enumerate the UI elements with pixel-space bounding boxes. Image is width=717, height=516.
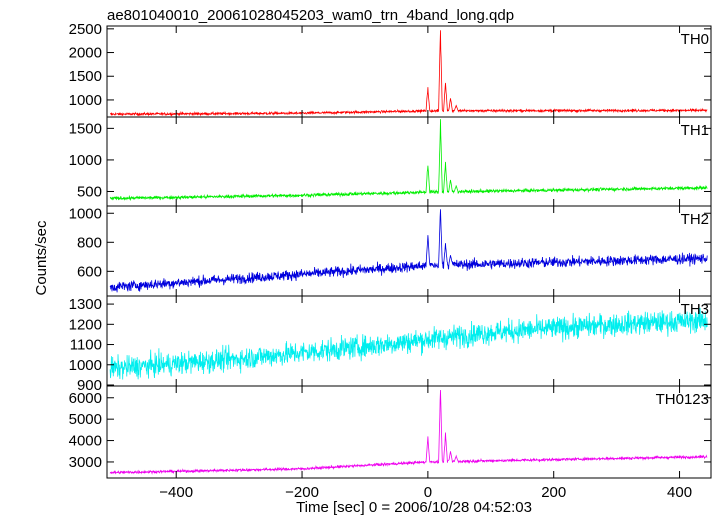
y-tick-label: 800 <box>77 234 102 251</box>
x-axis-label: Time [sec] 0 = 2006/10/28 04:52:03 <box>296 499 532 516</box>
panel-th3: 900 1000 1100 1200 1300 TH3 <box>69 295 712 394</box>
y-tick-label: 1000 <box>69 205 102 222</box>
x-tick-label: −400 <box>159 484 193 501</box>
y-tick-label: 1500 <box>69 120 102 137</box>
y-tick-label: 1000 <box>69 152 102 169</box>
panel-label: TH0123 <box>656 391 709 408</box>
x-tick-label: 0 <box>424 484 432 501</box>
panel-th1: 500 1000 1500 TH1 <box>69 116 712 207</box>
panel-label: TH1 <box>681 122 709 139</box>
panel-th0: 1000 1500 2000 2500 TH0 <box>69 21 712 118</box>
panel-frame <box>106 25 712 118</box>
series-th0 <box>110 30 708 117</box>
y-tick-label: 900 <box>77 377 102 394</box>
y-tick-label: 2000 <box>69 45 102 62</box>
y-tick-label: 600 <box>77 263 102 280</box>
series-th1 <box>109 119 708 202</box>
y-tick-label: 1500 <box>69 68 102 85</box>
y-tick-label: 500 <box>77 183 102 200</box>
y-tick-label: 1000 <box>69 92 102 109</box>
panel-frame <box>106 385 712 479</box>
chart-title: ae801040010_20061028045203_wam0_trn_4ban… <box>107 7 514 24</box>
y-tick-label: 1100 <box>70 337 102 354</box>
x-tick-label: 400 <box>667 484 692 501</box>
y-tick-label: 3000 <box>69 454 102 471</box>
series-th2 <box>109 209 708 293</box>
y-tick-label: 6000 <box>69 390 102 407</box>
y-tick-label: 1300 <box>69 296 102 313</box>
y-tick-label: 4000 <box>69 433 102 450</box>
panel-label: TH2 <box>681 211 709 228</box>
panel-label: TH3 <box>681 301 709 318</box>
series-th0123 <box>109 389 708 475</box>
y-tick-label: 2500 <box>69 21 102 38</box>
series-th3 <box>109 307 708 380</box>
y-tick-label: 1000 <box>69 357 102 374</box>
y-axis-label: Counts/sec <box>33 220 50 296</box>
y-tick-label: 1200 <box>69 316 102 333</box>
panel-label: TH0 <box>681 31 709 48</box>
panel-th2: 600 800 1000 TH2 <box>69 205 712 297</box>
panel-th0123: 3000 4000 5000 6000 −400 −200 0 200 400 TH0123 <box>69 385 712 501</box>
x-tick-label: 200 <box>541 484 566 501</box>
x-tick-label: −200 <box>285 484 319 501</box>
y-tick-label: 5000 <box>69 411 102 428</box>
